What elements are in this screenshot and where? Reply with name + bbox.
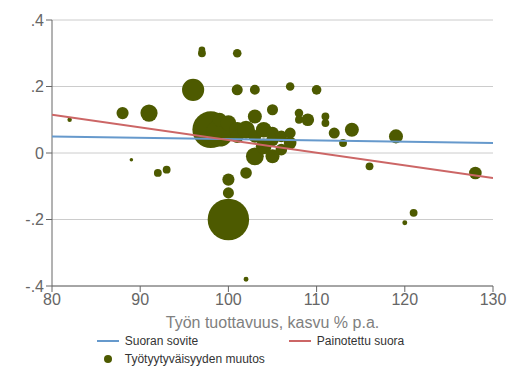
- html-text:Työtyytyväisyyden muutos: Työtyytyväisyyden muutos: [124, 352, 265, 366]
- svg-text:90: 90: [131, 291, 149, 308]
- html-text:Painotettu suora: Painotettu suora: [316, 334, 405, 348]
- svg-text:.2: .2: [31, 78, 44, 95]
- svg-text:-.4: -.4: [25, 278, 44, 295]
- svg-text:.4: .4: [31, 12, 44, 29]
- svg-text:-.2: -.2: [25, 211, 44, 228]
- svg-text:120: 120: [391, 291, 418, 308]
- svg-text:0: 0: [35, 145, 44, 162]
- svg-text:80: 80: [43, 291, 61, 308]
- html-text:Suoran sovite: Suoran sovite: [124, 334, 199, 348]
- svg-text:130: 130: [480, 291, 507, 308]
- svg-text:Työn tuottavuus, kasvu % p.a.: Työn tuottavuus, kasvu % p.a.: [166, 314, 379, 331]
- svg-text:110: 110: [304, 291, 330, 308]
- svg-text:100: 100: [215, 291, 242, 308]
